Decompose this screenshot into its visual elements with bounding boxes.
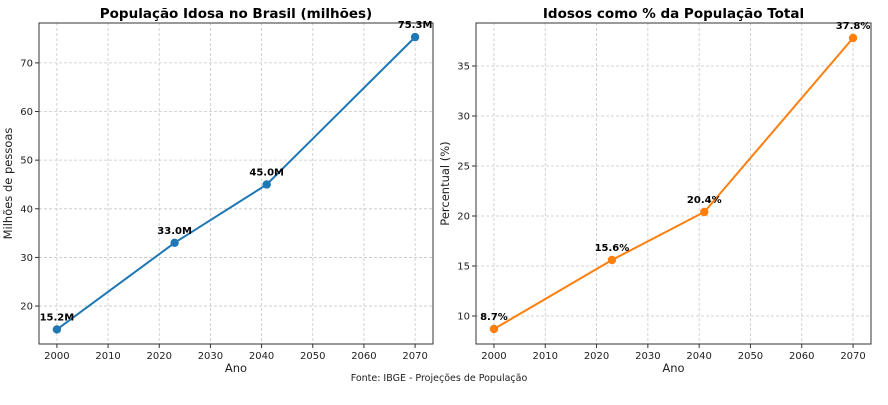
y-axis-label: Milhões de pessoas — [1, 128, 15, 240]
x-tick-label: 2010 — [533, 351, 558, 362]
chart-title: Idosos como % da População Total — [543, 6, 804, 22]
data-label: 45.0M — [249, 167, 284, 178]
data-point — [262, 180, 271, 189]
y-tick-label: 30 — [20, 253, 33, 264]
x-tick-label: 2050 — [738, 351, 763, 362]
x-tick-label: 2010 — [95, 351, 120, 362]
x-tick-label: 2020 — [584, 351, 609, 362]
x-axis-label: Ano — [225, 361, 247, 375]
series-line — [493, 37, 854, 330]
series-line — [56, 36, 416, 331]
x-tick-label: 2030 — [635, 351, 660, 362]
data-point — [410, 32, 420, 42]
data-label: 20.4% — [687, 195, 722, 206]
x-tick-label: 2040 — [249, 351, 274, 362]
y-tick-label: 25 — [457, 162, 470, 173]
y-tick-label: 15 — [457, 262, 470, 273]
plot-frame — [475, 22, 872, 345]
x-axis-label: Ano — [662, 361, 684, 375]
plot-frame — [38, 22, 434, 345]
data-point — [607, 255, 617, 265]
x-tick-label: 2030 — [198, 351, 223, 362]
chart-1: População Idosa no Brasil (milhões) 2000 2… — [1, 6, 434, 375]
y-tick-label: 50 — [20, 156, 33, 167]
x-tick-label: 2000 — [481, 351, 506, 362]
data-label: 15.6% — [595, 243, 630, 254]
data-label: 33.0M — [157, 226, 192, 237]
y-tick-label: 40 — [20, 204, 33, 215]
x-tick-label: 2070 — [402, 351, 427, 362]
data-point — [170, 238, 179, 248]
y-tick-label: 10 — [457, 312, 470, 323]
x-tick-label: 2050 — [300, 351, 325, 362]
data-point — [52, 325, 62, 334]
x-tick-label: 2040 — [686, 351, 711, 362]
data-point — [489, 324, 499, 334]
x-tick-label: 2060 — [351, 351, 376, 362]
x-tick-label: 2060 — [789, 351, 814, 362]
chart-title: População Idosa no Brasil (milhões) — [100, 6, 372, 22]
data-point — [700, 207, 709, 217]
data-label: 8.7% — [480, 312, 508, 323]
data-label: 75.3M — [398, 20, 433, 31]
data-label: 15.2M — [40, 312, 75, 323]
y-tick-label: 60 — [20, 107, 33, 118]
y-tick-label: 35 — [457, 62, 470, 73]
y-tick-label: 20 — [457, 212, 470, 223]
x-tick-label: 2020 — [147, 351, 172, 362]
y-axis-label: Percentual (%) — [438, 141, 452, 225]
y-tick-label: 20 — [20, 302, 33, 313]
y-tick-label: 70 — [20, 58, 33, 69]
data-label: 37.8% — [836, 21, 871, 32]
x-tick-label: 2070 — [840, 351, 865, 362]
y-tick-label: 30 — [457, 112, 470, 123]
data-point — [848, 33, 858, 43]
x-tick-label: 2000 — [44, 351, 69, 362]
